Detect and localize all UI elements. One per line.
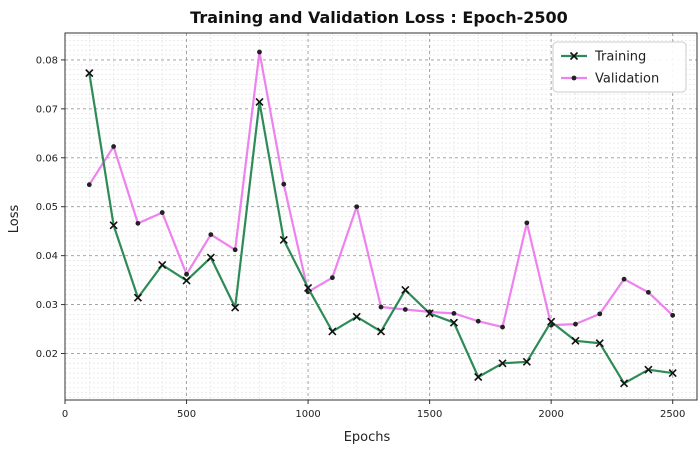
x-tick-label: 1000	[295, 409, 320, 420]
training-data-point	[620, 379, 629, 388]
training-data-point	[206, 253, 215, 262]
legend-label-validation: Validation	[595, 72, 659, 87]
validation-data-point	[378, 304, 384, 310]
training-data-point	[158, 260, 167, 270]
validation-data-point	[232, 247, 238, 253]
y-tick-label: 0.04	[36, 251, 58, 262]
validation-data-point	[573, 321, 578, 327]
legend-label-training: Training	[594, 50, 646, 65]
y-tick-label: 0.02	[36, 349, 58, 360]
training-data-point	[668, 369, 677, 378]
training-data-point	[425, 309, 434, 318]
training-data-point	[255, 97, 264, 107]
validation-data-point	[670, 312, 676, 318]
x-tick-label: 2000	[538, 409, 563, 420]
training-data-point	[522, 357, 531, 366]
training-data-point	[547, 317, 556, 326]
training-data-point	[304, 283, 313, 293]
validation-data-point	[257, 49, 262, 55]
training-data-point	[474, 372, 483, 382]
training-data-point	[109, 221, 118, 230]
validation-data-point	[645, 289, 651, 295]
training-data-point	[498, 359, 507, 368]
x-tick-label: 2500	[660, 409, 685, 420]
validation-data-point	[597, 311, 603, 317]
chart-title: Training and Validation Loss : Epoch-250…	[190, 8, 568, 27]
training-data-point	[352, 312, 361, 321]
validation-data-point	[475, 318, 481, 324]
legend-item-training: Training	[561, 50, 646, 65]
training-data-point	[449, 318, 458, 327]
training-data-point	[376, 327, 386, 336]
training-data-point	[571, 336, 580, 345]
validation-data-point	[500, 324, 505, 330]
validation-data-point	[281, 181, 287, 187]
training-data-point	[279, 235, 288, 245]
legend-marker-training	[569, 51, 579, 61]
y-tick-label: 0.08	[36, 55, 58, 66]
validation-data-point	[86, 182, 92, 188]
x-tick-label: 0	[62, 409, 68, 420]
legend-box	[552, 41, 687, 93]
legend-marker-validation	[571, 75, 577, 81]
validation-data-point	[402, 307, 408, 312]
y-axis-label: Loss	[7, 205, 22, 234]
training-data-point	[231, 303, 240, 312]
y-tick-label: 0.07	[36, 104, 58, 115]
training-data-point	[328, 327, 337, 336]
validation-data-point	[354, 204, 360, 210]
x-tick-label: 1500	[417, 409, 442, 420]
training-data-point	[401, 285, 410, 294]
validation-data-point	[111, 144, 117, 149]
validation-data-point	[329, 275, 335, 281]
y-tick-label: 0.03	[36, 300, 58, 311]
training-data-point	[182, 276, 191, 285]
y-tick-label: 0.06	[36, 153, 58, 164]
validation-data-point	[159, 210, 165, 215]
validation-data-point	[621, 276, 627, 282]
validation-data-point	[184, 271, 189, 277]
training-data-point	[133, 293, 142, 302]
training-data-point	[595, 339, 604, 348]
x-tick-label: 500	[177, 409, 196, 420]
x-axis-label: Epochs	[344, 430, 391, 445]
plot-frame	[64, 32, 698, 401]
y-tick-label: 0.05	[36, 202, 58, 213]
validation-data-point	[451, 310, 457, 316]
validation-data-point	[135, 220, 141, 226]
training-data-point	[85, 69, 94, 78]
legend-item-validation: Validation	[561, 72, 659, 87]
validation-data-point	[524, 220, 530, 226]
validation-data-point	[208, 232, 214, 238]
training-data-point	[644, 365, 653, 374]
